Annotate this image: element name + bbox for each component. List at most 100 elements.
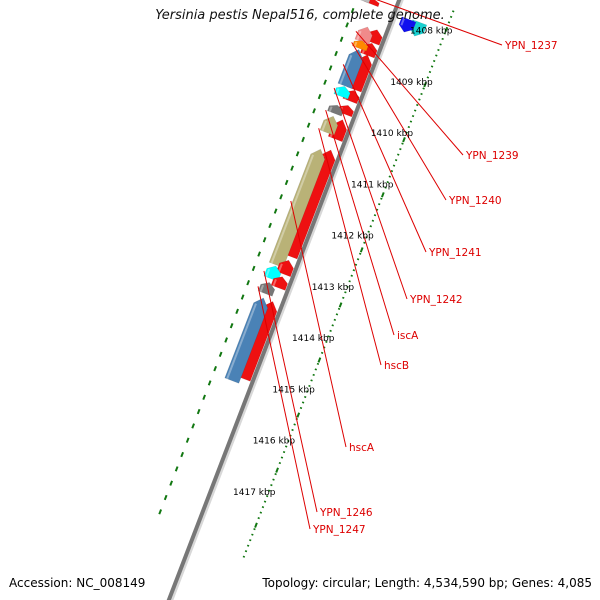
- ruler-tick: [375, 208, 379, 211]
- gene-label[interactable]: YPN_1240: [448, 195, 502, 207]
- ruler-tick: [259, 511, 263, 514]
- ruler-tick: [367, 230, 370, 233]
- gene-feature-highlight: [356, 30, 362, 41]
- track-tick: [224, 337, 228, 343]
- genome-backbone: [166, 0, 402, 600]
- ruler-tick: [449, 15, 453, 19]
- ruler-tick: [401, 142, 404, 145]
- ruler-label: 1414 kbp: [292, 334, 335, 344]
- gene-feature-highlight: [335, 88, 340, 95]
- track-tick: [279, 194, 283, 200]
- gene-feature-highlight: [265, 268, 271, 278]
- ruler-tick: [301, 401, 305, 404]
- gene-label[interactable]: hscA: [349, 442, 375, 454]
- gene-label[interactable]: hscB: [384, 360, 409, 372]
- gene-feature-11: [333, 86, 351, 100]
- gene-label[interactable]: YPN_1241: [428, 247, 482, 259]
- ruler-label: 1411 kbp: [351, 180, 394, 190]
- inner-tick-track: [158, 7, 355, 515]
- ruler-tick: [284, 445, 288, 448]
- ruler-tick: [426, 76, 430, 79]
- track-tick: [323, 79, 327, 85]
- gene-feature-3: [398, 16, 417, 33]
- ruler-tick: [443, 32, 446, 35]
- leader-line: [351, 42, 447, 201]
- ruler-tick: [263, 500, 267, 503]
- ruler-tick: [352, 269, 356, 272]
- track-tick: [312, 108, 316, 114]
- ruler-tick: [441, 37, 444, 41]
- ruler-tick: [358, 252, 362, 255]
- ruler-tick: [437, 48, 440, 52]
- feature-track: [224, 0, 428, 384]
- gene-label[interactable]: iscA: [397, 330, 419, 342]
- genome-title: Yersinia pestis Nepal516, complete genom…: [155, 8, 445, 23]
- ruler-label: 1410 kbp: [371, 129, 414, 139]
- ruler-tick: [399, 147, 402, 151]
- track-tick: [284, 179, 289, 186]
- track-tick: [306, 122, 311, 128]
- ruler-tick: [331, 324, 334, 327]
- gene-feature-highlight: [259, 284, 265, 293]
- ruler-label: 1417 kbp: [233, 488, 276, 498]
- gene-label[interactable]: YPN_1246: [319, 507, 373, 519]
- ruler-tick: [407, 125, 411, 129]
- ruler-tick: [369, 225, 372, 228]
- ruler-tick: [411, 114, 415, 118]
- ruler-tick: [280, 456, 284, 459]
- gene-labels: YPN_1237 YPN_1239 YPN_1240 YPN_1241 YPN_1242…: [312, 40, 558, 536]
- label-leader-lines: [257, 0, 503, 530]
- ruler-tick: [363, 241, 366, 244]
- ruler-tick: [308, 384, 311, 388]
- ruler-tick: [356, 258, 360, 261]
- ruler-tick: [265, 495, 269, 498]
- ruler-tick: [342, 296, 345, 299]
- leader-line: [290, 200, 347, 448]
- gene-feature-highlight: [353, 41, 358, 48]
- track-tick: [345, 22, 349, 28]
- track-tick: [301, 136, 305, 143]
- gene-label[interactable]: YPN_1247: [312, 524, 366, 536]
- ruler-tick: [416, 103, 419, 107]
- leader-line: [318, 128, 382, 366]
- ruler-tick: [373, 214, 377, 217]
- track-tick: [174, 466, 179, 472]
- ruler-tick: [314, 368, 318, 371]
- ruler-tick: [270, 483, 273, 487]
- gene-label[interactable]: YPN_1237: [504, 40, 558, 52]
- ruler-tick: [420, 92, 423, 96]
- track-tick: [317, 93, 322, 100]
- ruler-tick: [257, 517, 260, 520]
- ruler-tick: [439, 43, 442, 46]
- track-tick: [251, 265, 256, 272]
- gene-feature-highlight: [328, 106, 333, 112]
- track-tick: [202, 394, 206, 400]
- gene-feature-18: [276, 259, 294, 278]
- ruler-tick: [346, 285, 349, 288]
- ruler-tick: [432, 59, 436, 63]
- gene-label[interactable]: YPN_1239: [465, 150, 519, 162]
- ruler-tick: [274, 472, 277, 476]
- ruler-tick: [293, 423, 296, 426]
- track-tick: [213, 365, 217, 372]
- ruler-tick: [312, 373, 315, 377]
- ruler-tick: [394, 159, 398, 162]
- ruler-tick: [325, 340, 328, 343]
- ruler-tick: [428, 70, 432, 74]
- track-tick: [339, 36, 344, 42]
- track-tick: [235, 308, 239, 315]
- leader-line: [263, 270, 318, 513]
- leader-line: [342, 64, 427, 253]
- ruler-label: 1413 kbp: [312, 283, 355, 293]
- leader-line: [257, 286, 311, 530]
- ruler-tick: [337, 307, 341, 310]
- leader-line: [333, 87, 408, 300]
- ruler-tick: [386, 181, 389, 184]
- track-tick: [163, 494, 168, 501]
- ruler-tick: [371, 219, 375, 222]
- gene-label[interactable]: YPN_1242: [409, 294, 463, 306]
- ruler-label: 1408 kbp: [410, 27, 453, 37]
- ruler-tick: [397, 153, 400, 156]
- ruler-tick: [317, 357, 322, 363]
- ruler-tick: [392, 164, 396, 167]
